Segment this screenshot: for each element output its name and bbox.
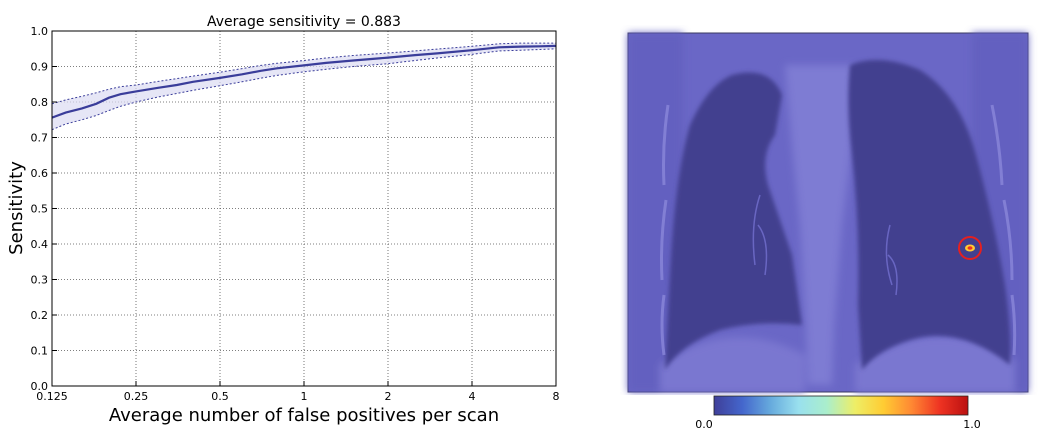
- colorbar-max-label: 1.0: [963, 418, 981, 431]
- y-tick-label: 0.7: [31, 132, 49, 145]
- x-tick-label: 2: [385, 390, 392, 403]
- x-tick-label: 8: [553, 390, 560, 403]
- y-tick-label: 0.1: [31, 345, 49, 358]
- right-lung: [848, 60, 1011, 370]
- nodule-marker: [958, 236, 982, 260]
- y-tick-label: 0.3: [31, 274, 49, 287]
- y-tick-label: 0.9: [31, 61, 49, 74]
- x-axis-label: Average number of false positives per sc…: [109, 405, 499, 426]
- froc-chart: Average sensitivity = 0.883 0.125 0.25 0.5…: [6, 14, 560, 426]
- x-tick-label: 1: [301, 390, 308, 403]
- left-lung: [665, 72, 802, 370]
- x-tick-label: 0.5: [211, 390, 229, 403]
- y-tick-label: 0.0: [31, 380, 49, 393]
- x-tick-label: 4: [469, 390, 476, 403]
- confidence-band: [52, 43, 556, 130]
- y-axis-label: Sensitivity: [6, 161, 27, 255]
- plot-area: 0.125 0.25 0.5 1 2 4 8 0.0 0.1 0.2 0.3 0.4 0.5 0.6 0.7…: [31, 25, 560, 403]
- y-tick-label: 0.2: [31, 309, 49, 322]
- y-tick-label: 1.0: [31, 25, 49, 38]
- y-tick-label: 0.5: [31, 203, 49, 216]
- chart-title: Average sensitivity = 0.883: [207, 14, 401, 30]
- upper-bound-line: [51, 42, 556, 105]
- lower-bound-line: [51, 48, 557, 131]
- ct-scan-heatmap: [627, 32, 1029, 393]
- y-tick-label: 0.8: [31, 96, 49, 109]
- colorbar-gradient: [713, 395, 969, 416]
- sensitivity-line: [51, 44, 557, 119]
- y-tick-label: 0.6: [31, 167, 49, 180]
- x-tick-label: 0.25: [124, 390, 149, 403]
- x-tick-label: 0.125: [36, 390, 68, 403]
- y-tick-label: 0.4: [31, 238, 49, 251]
- colorbar-min-label: 0.0: [695, 418, 713, 431]
- colorbar: 0.0 1.0: [695, 395, 981, 431]
